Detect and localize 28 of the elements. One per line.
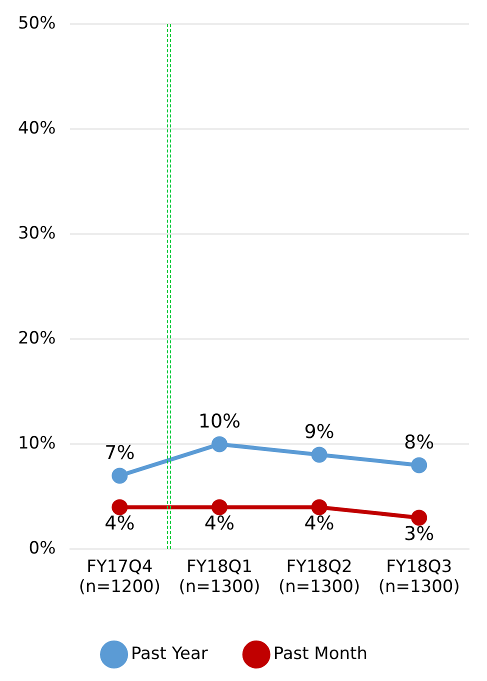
y-tick-label: 50% [18, 14, 56, 34]
legend-label: Past Year [131, 644, 208, 664]
data-label: 4% [204, 512, 235, 535]
x-tick-label: FY18Q1 (n=1300) [178, 556, 260, 598]
point [112, 468, 128, 484]
y-tick-label: 0% [28, 538, 56, 559]
legend-label: Past Month [273, 644, 368, 664]
point [411, 457, 428, 474]
x-tick-label: FY18Q3 (n=1300) [378, 556, 460, 598]
data-label: 4% [104, 512, 135, 535]
y-tick-label: 20% [18, 328, 56, 349]
data-label: 4% [304, 512, 334, 535]
data-label: 8% [404, 432, 434, 454]
data-label: 7% [104, 442, 135, 464]
point [311, 446, 328, 463]
data-label: 10% [198, 410, 241, 433]
y-tick-label: 30% [18, 224, 56, 244]
y-tick-label: 10% [18, 434, 56, 454]
data-label: 9% [304, 421, 334, 444]
point [211, 499, 228, 516]
point [311, 499, 328, 516]
point [211, 436, 228, 452]
y-tick-label: 40% [18, 118, 56, 139]
point [112, 499, 128, 516]
x-tick-label: FY17Q4 (n=1200) [78, 556, 160, 598]
x-tick-label: FY18Q2 (n=1300) [278, 556, 360, 598]
data-label: 3% [404, 523, 434, 546]
point [411, 510, 428, 526]
